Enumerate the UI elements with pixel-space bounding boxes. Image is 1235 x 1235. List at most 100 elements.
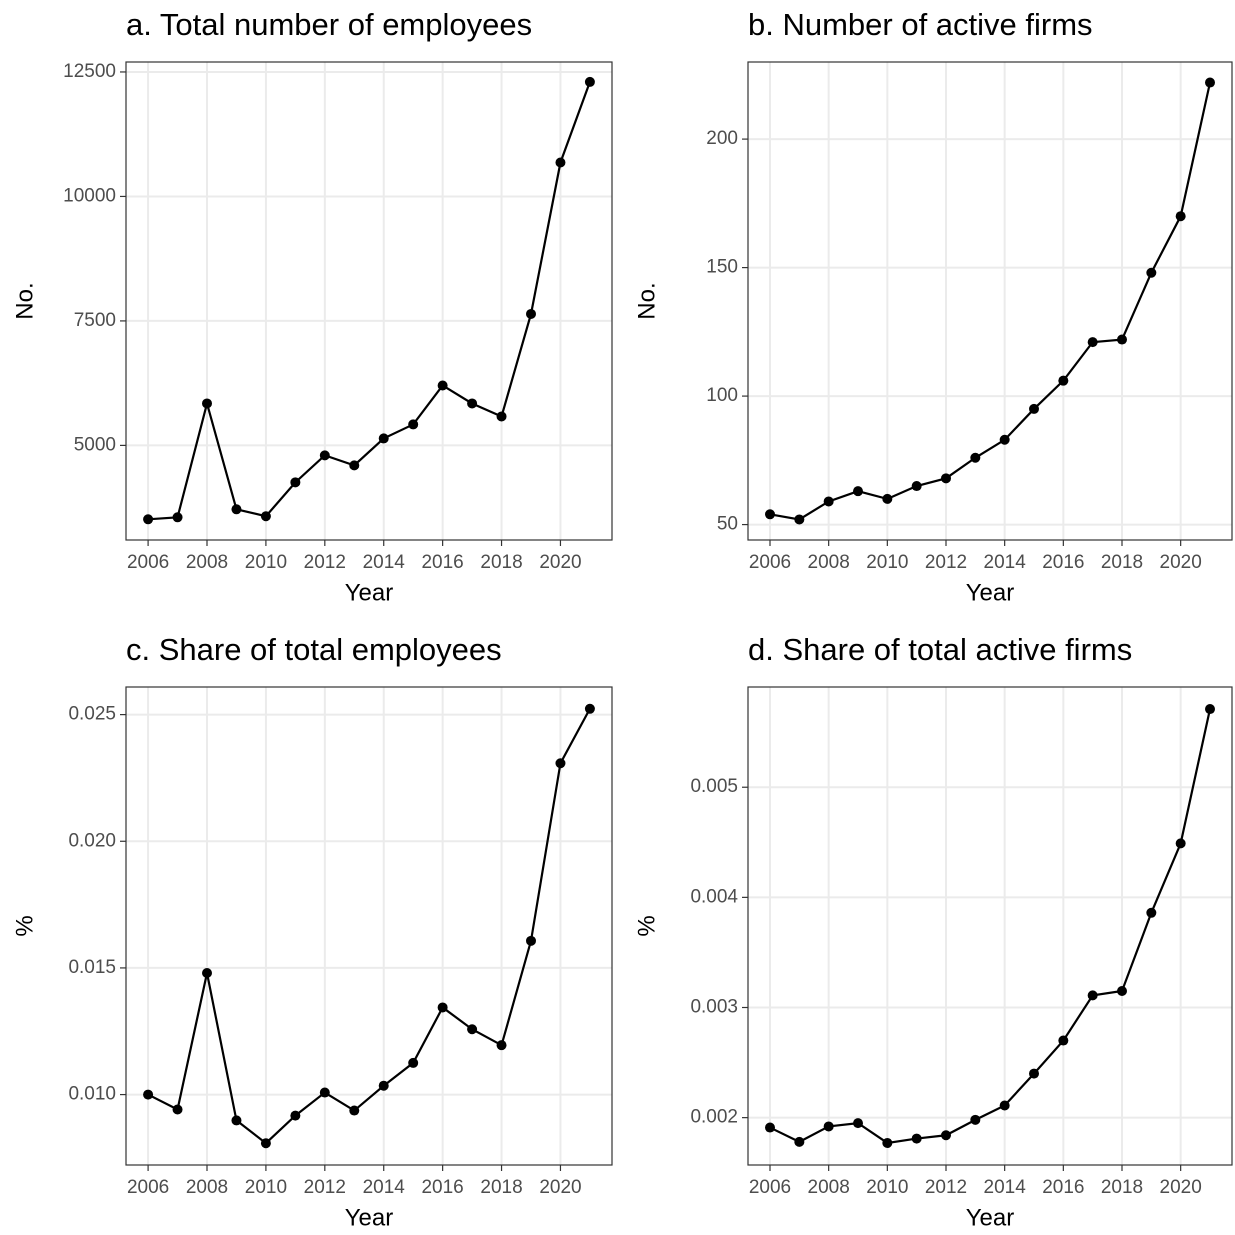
y-tick-label: 0.003 bbox=[690, 997, 738, 1018]
x-axis-title: Year bbox=[966, 1204, 1015, 1231]
point bbox=[496, 1040, 507, 1051]
x-tick-label: 2012 bbox=[925, 552, 967, 573]
point bbox=[555, 157, 566, 168]
x-tick-label: 2016 bbox=[421, 552, 463, 573]
plot-border bbox=[747, 686, 1233, 1166]
point bbox=[794, 514, 805, 525]
line bbox=[148, 81, 591, 521]
y-tick-label: 5000 bbox=[74, 434, 116, 455]
point bbox=[408, 419, 419, 430]
point bbox=[319, 1087, 330, 1098]
point bbox=[172, 512, 183, 523]
point bbox=[1029, 403, 1039, 414]
x-tick-label: 2016 bbox=[421, 1177, 463, 1198]
panel: 5000 7500 10000 12500 2006 2008 2010 2012 2014 20… bbox=[11, 7, 613, 606]
point bbox=[290, 477, 301, 488]
point bbox=[1205, 704, 1215, 715]
point bbox=[496, 411, 507, 422]
x-tick-label: 2006 bbox=[127, 1177, 169, 1198]
y-tick-label: 0.002 bbox=[690, 1107, 738, 1128]
y-tick-label: 12500 bbox=[63, 61, 116, 82]
point bbox=[823, 1121, 834, 1132]
x-tick-label: 2018 bbox=[480, 1177, 522, 1198]
point bbox=[260, 1138, 271, 1149]
point bbox=[1058, 1035, 1069, 1046]
x-tick-label: 2014 bbox=[984, 552, 1027, 573]
y-tick-label: 0.015 bbox=[68, 957, 116, 978]
point bbox=[467, 398, 478, 409]
point bbox=[794, 1136, 805, 1147]
x-axis-title: Year bbox=[966, 579, 1015, 606]
point bbox=[970, 452, 981, 463]
plot-background bbox=[126, 687, 612, 1165]
x-axis-title: Year bbox=[345, 579, 394, 606]
point bbox=[143, 514, 154, 525]
x-tick-label: 2014 bbox=[363, 1177, 406, 1198]
y-tick-label: 10000 bbox=[63, 185, 116, 206]
y-tick-label: 0.025 bbox=[68, 704, 116, 725]
plot-border bbox=[125, 686, 613, 1166]
plot-border bbox=[747, 61, 1233, 541]
point bbox=[970, 1114, 981, 1125]
plot-background bbox=[126, 62, 612, 540]
point bbox=[1175, 838, 1186, 849]
point bbox=[231, 1115, 242, 1126]
x-tick-label: 2010 bbox=[245, 1177, 287, 1198]
x-tick-label: 2020 bbox=[539, 552, 581, 573]
point bbox=[349, 460, 360, 471]
point bbox=[1146, 267, 1157, 278]
point bbox=[437, 1002, 448, 1013]
point bbox=[911, 481, 922, 492]
point bbox=[526, 935, 536, 946]
point bbox=[941, 473, 951, 484]
point bbox=[467, 1024, 478, 1035]
point bbox=[765, 509, 775, 520]
plot-background bbox=[748, 687, 1232, 1165]
x-tick-label: 2012 bbox=[304, 1177, 346, 1198]
point bbox=[1058, 375, 1069, 386]
point bbox=[584, 703, 595, 714]
point bbox=[260, 511, 271, 522]
x-tick-label: 2008 bbox=[186, 552, 228, 573]
point bbox=[231, 504, 242, 515]
point bbox=[1175, 211, 1186, 222]
x-tick-label: 2008 bbox=[808, 1177, 850, 1198]
chart-title: b. Number of active firms bbox=[748, 7, 1093, 42]
point bbox=[1117, 334, 1127, 345]
point bbox=[349, 1105, 360, 1116]
point bbox=[143, 1089, 154, 1100]
x-tick-label: 2006 bbox=[749, 1177, 791, 1198]
x-tick-label: 2008 bbox=[186, 1177, 228, 1198]
point bbox=[555, 758, 566, 769]
point bbox=[1205, 77, 1215, 88]
y-axis-title: No. bbox=[11, 282, 38, 319]
x-tick-label: 2012 bbox=[304, 552, 346, 573]
y-axis-title: % bbox=[11, 915, 38, 936]
chart-title: d. Share of total active firms bbox=[748, 632, 1132, 667]
point bbox=[999, 434, 1010, 445]
x-tick-label: 2010 bbox=[866, 552, 908, 573]
point bbox=[584, 76, 595, 87]
x-tick-label: 2016 bbox=[1042, 552, 1084, 573]
point bbox=[290, 1110, 301, 1121]
y-axis-title: % bbox=[633, 915, 660, 936]
y-tick-label: 150 bbox=[706, 257, 738, 278]
point bbox=[1117, 985, 1127, 996]
point bbox=[853, 486, 863, 497]
x-tick-label: 2012 bbox=[925, 1177, 967, 1198]
plot-background bbox=[748, 62, 1232, 540]
y-tick-label: 7500 bbox=[74, 310, 116, 331]
point bbox=[1146, 907, 1157, 918]
x-tick-label: 2018 bbox=[1101, 552, 1143, 573]
point bbox=[823, 496, 834, 507]
point bbox=[853, 1118, 863, 1129]
y-tick-label: 0.004 bbox=[690, 886, 738, 907]
point bbox=[941, 1130, 951, 1141]
point bbox=[408, 1057, 419, 1068]
plot-border bbox=[125, 61, 613, 541]
y-axis-title: No. bbox=[633, 282, 660, 319]
chart-title: c. Share of total employees bbox=[126, 632, 502, 667]
point bbox=[378, 1080, 389, 1091]
point bbox=[999, 1100, 1010, 1111]
